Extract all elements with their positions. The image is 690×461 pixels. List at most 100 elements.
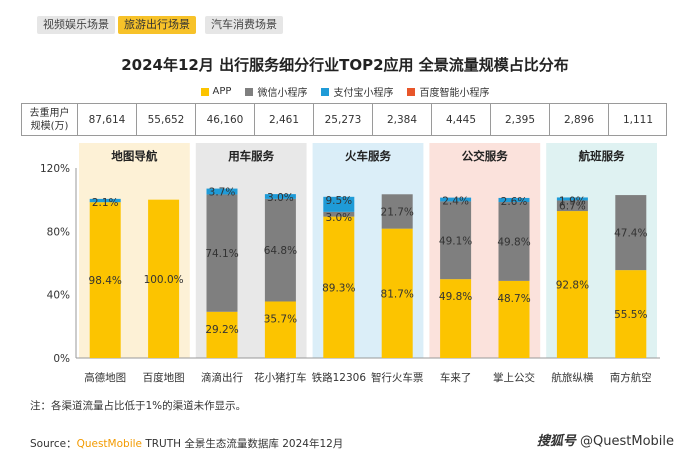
- tab-auto-consumption[interactable]: 汽车消费场景: [205, 16, 283, 34]
- group-title: 用车服务: [227, 149, 274, 163]
- user-scale-header: 去重用户 规模(万): [22, 104, 77, 135]
- bar-segment: [206, 188, 238, 195]
- user-scale-header-line1: 去重用户: [29, 107, 70, 119]
- user-scale-cell: 4,445: [431, 104, 490, 135]
- bar-segment: [89, 202, 121, 358]
- data-label-alipay: 2.1%: [92, 197, 119, 209]
- legend-label: 微信小程序: [257, 88, 308, 99]
- bar-segment: [498, 280, 530, 358]
- bar-segment: [440, 279, 472, 358]
- source-label: Source：: [30, 438, 77, 450]
- data-label-alipay: 1.9%: [559, 195, 586, 207]
- tab-video-entertainment[interactable]: 视频娱乐场景: [37, 16, 115, 34]
- x-tick-label: 百度地图: [143, 371, 185, 384]
- watermark-handle: @QuestMobile: [580, 434, 674, 449]
- source-brand: QuestMobile: [76, 438, 142, 450]
- user-scale-cell: 55,652: [136, 104, 195, 135]
- bar-segment: [264, 198, 296, 302]
- x-tick-label: 高德地图: [84, 371, 126, 384]
- legend-swatch: [245, 87, 254, 96]
- legend-label: 支付宝小程序: [333, 88, 394, 99]
- data-label-app: 29.2%: [205, 324, 238, 336]
- user-scale-cell: 87,614: [77, 104, 136, 135]
- bar-segment: [89, 198, 121, 203]
- group-title: 航班服务: [579, 149, 625, 163]
- data-label-app: 55.5%: [614, 309, 647, 321]
- source-text: TRUTH 全景生态流量数据库 2024年12月: [145, 438, 344, 450]
- user-scale-cell: 1,111: [608, 104, 667, 135]
- bar-segment: [556, 197, 588, 201]
- x-tick-label: 掌上公交: [493, 371, 535, 384]
- data-label-app: 100.0%: [144, 274, 184, 286]
- tab-travel[interactable]: 旅游出行场景: [118, 16, 196, 34]
- bar-segment: [440, 201, 472, 280]
- data-label-app: 49.8%: [439, 291, 472, 303]
- data-label-wechat: 49.1%: [439, 235, 472, 247]
- bar-segment: [206, 311, 238, 358]
- footnote: 注：各渠道流量占比低于1%的渠道未作显示。: [30, 400, 247, 412]
- x-tick-label: 航旅纵横: [551, 371, 593, 384]
- legend-label: 百度智能小程序: [419, 88, 490, 99]
- y-tick-label: 40%: [47, 290, 70, 302]
- legend-swatch: [321, 87, 330, 96]
- y-tick-label: 80%: [47, 226, 70, 238]
- user-scale-cell: 25,273: [313, 104, 372, 135]
- data-label-app: 89.3%: [322, 282, 355, 294]
- legend-item-app: APP: [200, 84, 232, 99]
- x-tick-label: 车来了: [440, 371, 472, 384]
- legend-item-wechat: 微信小程序: [245, 84, 307, 99]
- data-label-app: 48.7%: [497, 293, 530, 305]
- user-scale-header-line2: 规模(万): [30, 120, 69, 132]
- data-label-wechat: 21.7%: [381, 206, 414, 218]
- data-label-alipay: 9.5%: [325, 195, 352, 207]
- bar-segment: [264, 194, 296, 199]
- bar-segment: [556, 200, 588, 212]
- legend-item-baidu: 百度智能小程序: [407, 84, 489, 99]
- chart-title: 2024年12月 出行服务细分行业TOP2应用 全景流量规模占比分布: [121, 56, 569, 74]
- y-tick-label: 0%: [53, 353, 70, 365]
- legend-swatch: [200, 87, 209, 96]
- bar-segment: [498, 197, 530, 203]
- bar-segment: [615, 270, 647, 358]
- user-scale-cell: 2,896: [549, 104, 608, 135]
- bar-segment: [148, 199, 180, 358]
- group-title: 地图导航: [111, 149, 157, 163]
- user-scale-cell: 2,461: [254, 104, 313, 135]
- data-label-wechat: 3.0%: [325, 212, 352, 224]
- user-scale-cell: 46,160: [195, 104, 254, 135]
- x-tick-label: 滴滴出行: [201, 371, 243, 384]
- bar-segment: [323, 216, 355, 358]
- x-tick-label: 铁路12306: [312, 371, 367, 384]
- group-title: 火车服务: [345, 149, 391, 163]
- watermark: 搜狐号 @QuestMobile: [537, 430, 674, 449]
- bar-segment: [556, 211, 588, 358]
- data-label-alipay: 3.0%: [267, 192, 294, 204]
- chart-legend: APP 微信小程序 支付宝小程序 百度智能小程序: [0, 84, 690, 99]
- data-label-wechat: 49.8%: [497, 236, 530, 248]
- x-tick-label: 智行火车票: [371, 371, 424, 384]
- data-label-wechat: 64.8%: [264, 245, 297, 257]
- data-label-app: 81.7%: [381, 288, 414, 300]
- user-scale-cell: 2,395: [490, 104, 549, 135]
- data-label-wechat: 74.1%: [205, 248, 238, 260]
- bar-segment: [264, 301, 296, 358]
- legend-label: APP: [212, 86, 232, 97]
- data-label-wechat: 6.7%: [559, 200, 586, 212]
- data-label-wechat: 47.4%: [614, 228, 647, 240]
- data-label-app: 98.4%: [89, 275, 122, 287]
- legend-item-alipay: 支付宝小程序: [321, 84, 393, 99]
- group-title: 公交服务: [462, 149, 508, 163]
- data-label-app: 35.7%: [264, 313, 297, 325]
- bar-segment: [323, 196, 355, 212]
- data-label-alipay: 2.4%: [442, 196, 469, 208]
- bar-segment: [381, 194, 413, 229]
- x-tick-label: 南方航空: [610, 371, 652, 384]
- user-scale-cell: 2,384: [372, 104, 431, 135]
- y-tick-label: 120%: [40, 163, 70, 175]
- bar-segment: [206, 194, 238, 312]
- bar-segment: [615, 195, 647, 271]
- data-label-app: 92.8%: [556, 280, 589, 292]
- bar-segment: [440, 197, 472, 202]
- watermark-lead: 搜狐号: [536, 434, 576, 449]
